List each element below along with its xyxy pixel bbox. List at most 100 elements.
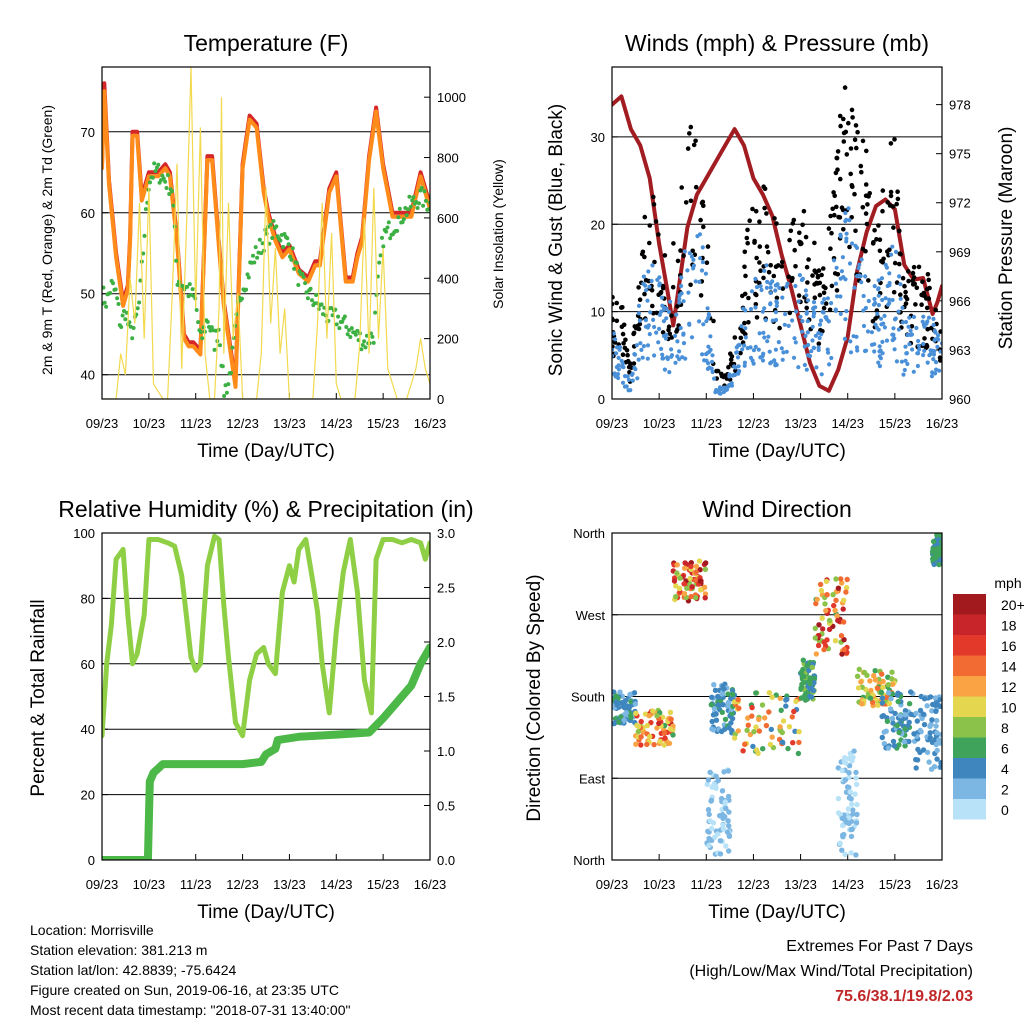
gust-point [925, 272, 931, 277]
wind-point [839, 269, 845, 274]
wind-point [887, 271, 892, 276]
gust-point [688, 282, 693, 288]
direction-point [914, 718, 920, 724]
gust-point [678, 248, 683, 253]
direction-point [861, 669, 868, 676]
direction-point [854, 673, 861, 679]
gust-point [925, 326, 930, 332]
gust-point [877, 248, 883, 254]
wind-point [861, 293, 866, 299]
wind-point [819, 372, 824, 377]
gust-point [804, 305, 809, 311]
gust-point [631, 361, 637, 366]
dewpoint-point [167, 192, 172, 196]
wind-point [873, 301, 878, 306]
wind-point [932, 349, 937, 354]
wind-point [866, 298, 871, 304]
dewpoint-point [423, 198, 428, 203]
gust-point [821, 305, 827, 311]
wind-point [764, 263, 769, 268]
wind-point [773, 310, 779, 315]
dewpoint-point [281, 245, 286, 249]
y2-tick-label: 1.0 [437, 744, 455, 759]
direction-point [902, 726, 908, 732]
gust-point [636, 326, 642, 332]
gust-point [675, 258, 681, 264]
dewpoint-point [349, 326, 354, 331]
direction-point [852, 791, 858, 797]
dewpoint-point [303, 281, 308, 286]
direction-point [879, 700, 886, 706]
gust-point [904, 296, 910, 302]
dewpoint-point [137, 300, 142, 305]
wind-point [650, 263, 655, 268]
wind-point [814, 365, 819, 370]
wind-point [643, 288, 649, 293]
wind-point [729, 381, 734, 386]
direction-point [835, 617, 841, 624]
gust-point [698, 293, 704, 298]
direction-point [706, 835, 712, 842]
direction-point [914, 757, 921, 763]
direction-point [813, 600, 819, 607]
wind-point [751, 348, 757, 353]
wind-point [668, 299, 673, 304]
legend-label: 20+ [1001, 597, 1024, 613]
wind-point [669, 353, 675, 358]
gust-point [938, 329, 942, 334]
dewpoint-point [268, 222, 273, 227]
wind-point [852, 285, 857, 290]
wind-point [660, 356, 665, 361]
series-wind-gust [612, 85, 942, 389]
x-tick-label: 12/23 [737, 877, 770, 892]
direction-point [719, 728, 725, 735]
direction-point [841, 637, 847, 643]
wind-point [877, 344, 882, 349]
dewpoint-point [345, 332, 350, 337]
dewpoint-point [286, 242, 291, 247]
wind-point [763, 318, 768, 323]
dewpoint-point [380, 235, 384, 240]
wind-point [887, 297, 892, 302]
gust-point [679, 185, 684, 190]
wind-point [630, 371, 635, 376]
gust-point [762, 205, 767, 211]
dewpoint-point [224, 390, 229, 395]
gust-point [693, 138, 698, 144]
wind-point [929, 374, 935, 379]
wind-point [718, 391, 723, 396]
x-tick-label: 11/23 [690, 416, 722, 431]
direction-point [929, 708, 935, 714]
panel-title: Wind Direction [702, 496, 852, 522]
wind-point [921, 314, 926, 319]
dewpoint-point [406, 207, 410, 212]
dewpoint-point [171, 203, 176, 208]
gust-point [863, 211, 869, 216]
y-tick-label: West [576, 608, 606, 623]
direction-point [735, 696, 741, 703]
gust-point [848, 146, 854, 151]
dewpoint-point [240, 296, 244, 301]
gust-point [669, 335, 675, 340]
wind-point [843, 210, 848, 216]
direction-point [920, 747, 927, 753]
direction-point [837, 840, 843, 846]
direction-point [917, 727, 923, 734]
gust-point [753, 291, 758, 297]
wind-point [655, 277, 660, 282]
wind-point [698, 256, 703, 261]
wind-point [920, 319, 925, 324]
direction-point [913, 765, 919, 771]
wind-point [807, 354, 813, 359]
dewpoint-point [257, 237, 262, 242]
direction-point [917, 707, 924, 714]
legend-swatch [953, 758, 986, 779]
wind-point [931, 352, 937, 357]
wind-point [873, 322, 878, 327]
dewpoint-point [102, 285, 106, 290]
gust-point [924, 305, 930, 311]
direction-point [880, 678, 886, 685]
plot-frame [611, 66, 943, 400]
y2-tick-label: 0 [437, 392, 444, 407]
direction-point [689, 584, 695, 590]
